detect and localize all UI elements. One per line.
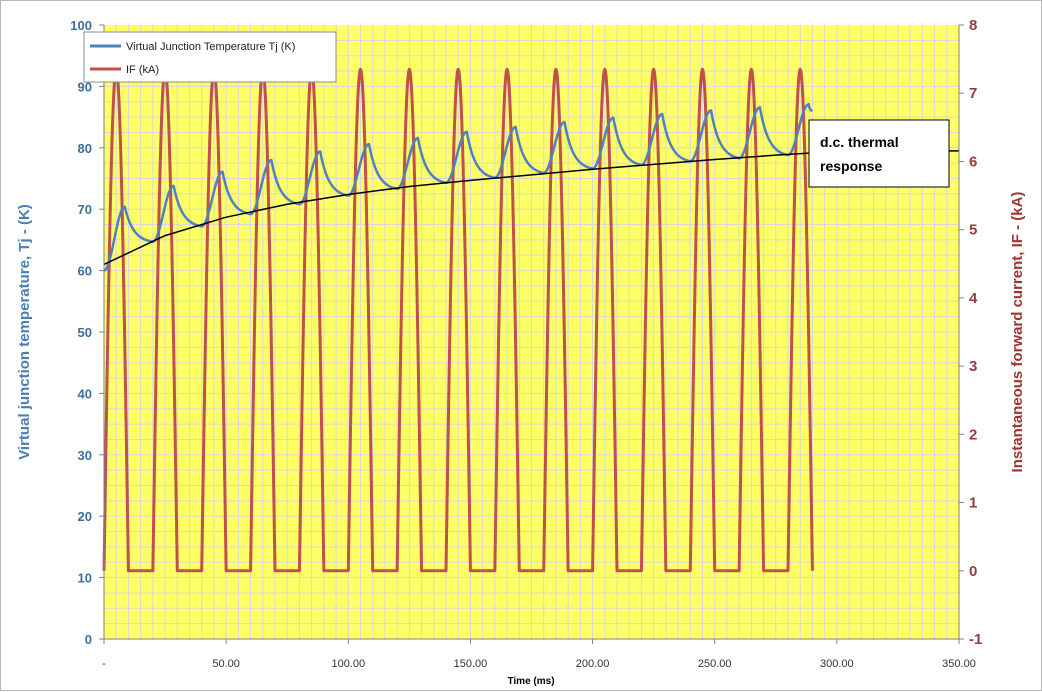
annotation-box <box>808 119 950 188</box>
y-tick-label-right: 5 <box>969 222 977 239</box>
y-tick-label-right: 3 <box>969 358 977 375</box>
legend: Virtual Junction Temperature Tj (K) IF (… <box>83 31 337 83</box>
y-tick-label-left: 40 <box>78 386 92 401</box>
y-tick-label-left: 0 <box>85 632 92 647</box>
curves <box>102 67 960 573</box>
y-tick-label-left: 10 <box>78 571 92 586</box>
y-tick-label-left: 90 <box>78 79 92 94</box>
tick-labels: 0 10 20 30 40 50 60 70 80 90 100 -1 0 1 2 3 4 5 6 7 8 - 50.00 1… <box>70 17 982 670</box>
y-tick-label-left: 70 <box>78 202 92 217</box>
y-tick-label-right: 6 <box>969 153 977 170</box>
annotation-text-line2: response <box>820 158 882 174</box>
legend-box <box>83 31 337 83</box>
x-axis-label: Time (ms) <box>507 676 554 687</box>
y-tick-label-right: 2 <box>969 426 977 443</box>
y-axis-label-right: Instantaneous forward current, IF - (kA) <box>1009 192 1026 473</box>
gridlines <box>104 25 959 639</box>
x-tick-label: - <box>102 658 106 670</box>
series-tj-line <box>103 102 814 272</box>
y-tick-label-left: 30 <box>78 448 92 463</box>
legend-label-tj: Virtual Junction Temperature Tj (K) <box>126 41 295 53</box>
y-tick-label-right: -1 <box>969 631 982 648</box>
x-tick-label: 50.00 <box>212 658 240 670</box>
y-tick-label-right: 8 <box>969 17 977 34</box>
x-tick-label: 250.00 <box>698 658 732 670</box>
y-tick-label-left: 20 <box>78 509 92 524</box>
x-tick-label: 100.00 <box>331 658 365 670</box>
x-tick-label: 200.00 <box>576 658 610 670</box>
y-tick-label-right: 1 <box>969 495 977 512</box>
x-tick-label: 350.00 <box>942 658 976 670</box>
y-tick-label-left: 100 <box>70 18 92 33</box>
x-tick-label: 300.00 <box>820 658 854 670</box>
y-tick-label-left: 80 <box>78 141 92 156</box>
y-tick-label-left: 60 <box>78 264 92 279</box>
y-tick-label-right: 4 <box>969 290 978 307</box>
y-axis-label-left: Virtual junction temperature, Tj - (K) <box>16 204 33 460</box>
y-tick-label-right: 0 <box>969 563 977 580</box>
y-tick-label-left: 50 <box>78 325 92 340</box>
series-if-line <box>102 67 814 573</box>
y-tick-label-right: 7 <box>969 85 977 102</box>
x-tick-label: 150.00 <box>454 658 488 670</box>
annotation-text-line1: d.c. thermal <box>820 134 899 150</box>
annotation-dc-thermal: d.c. thermal response <box>808 119 950 188</box>
legend-label-if: IF (kA) <box>126 64 159 76</box>
series-dc-thermal-line <box>103 150 960 266</box>
